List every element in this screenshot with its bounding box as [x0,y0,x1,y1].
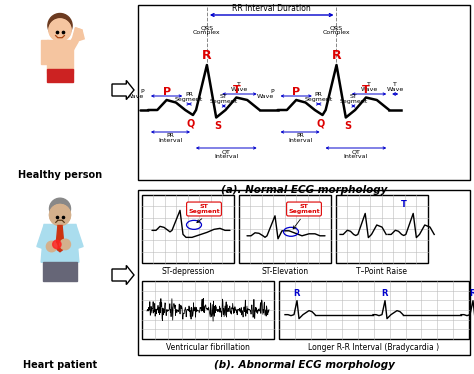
Text: R: R [382,289,388,298]
Bar [47,40,73,73]
Polygon shape [112,266,134,285]
Polygon shape [75,28,84,41]
Text: S: S [344,120,351,131]
Polygon shape [41,224,79,262]
Bar [138,190,470,355]
Circle shape [49,19,71,41]
Bar [142,195,234,263]
Circle shape [49,19,71,41]
Text: PR
Segment: PR Segment [305,92,333,102]
Text: ST
Segment: ST Segment [339,94,367,104]
Bar [336,195,428,263]
Text: T–Point Raise: T–Point Raise [356,267,408,276]
Text: T: T [362,85,370,95]
Bar [279,281,469,339]
Text: Heart patient: Heart patient [23,360,97,370]
Text: QRS
Complex: QRS Complex [193,25,221,36]
Text: RR Interval Duration: RR Interval Duration [232,4,311,13]
Polygon shape [72,28,82,40]
Text: R: R [332,49,341,62]
Text: ST
Segment: ST Segment [210,94,238,104]
Text: T
Wave: T Wave [360,82,378,92]
Circle shape [46,241,57,252]
Text: ST-Elevation: ST-Elevation [262,267,309,276]
Text: QT
Interval: QT Interval [214,149,238,159]
Polygon shape [112,80,134,99]
Bar [47,68,73,82]
Text: T: T [401,200,407,209]
Text: PR
Segment: PR Segment [175,92,203,102]
Text: R: R [470,289,474,298]
Bar [66,38,78,53]
Text: T
Wave: T Wave [231,82,248,92]
Circle shape [53,240,61,249]
Text: ST-depression: ST-depression [161,267,215,276]
Text: R: R [294,289,300,298]
Circle shape [48,13,72,38]
Text: P: P [292,87,300,97]
Text: (a). Normal ECG morphology: (a). Normal ECG morphology [221,185,387,195]
Polygon shape [37,224,49,249]
Text: T
Wave: T Wave [387,82,404,92]
Text: QRS
Complex: QRS Complex [323,25,350,36]
Circle shape [49,205,71,226]
Text: Healthy person: Healthy person [18,170,102,180]
Bar [142,281,274,339]
Text: Longer R-R Interval (Bradycardia ): Longer R-R Interval (Bradycardia ) [309,343,439,352]
Text: P
Wave: P Wave [256,89,273,99]
Bar [239,195,331,263]
Circle shape [49,198,71,219]
Text: P: P [163,87,171,97]
Text: S: S [215,120,222,131]
Text: Q: Q [317,118,325,128]
Text: (b). Abnormal ECG morphology: (b). Abnormal ECG morphology [214,360,394,370]
Bar [43,262,77,281]
Text: Ventricular fibrillation: Ventricular fibrillation [166,343,250,352]
Polygon shape [71,224,83,249]
Text: ST
Segment: ST Segment [288,203,320,214]
Text: PR
Interval: PR Interval [158,133,182,143]
Text: R: R [202,49,212,62]
Text: P
Wave: P Wave [127,89,144,99]
Polygon shape [56,226,64,252]
Circle shape [60,239,71,250]
Text: Q: Q [187,118,195,128]
Text: PR
Interval: PR Interval [288,133,312,143]
Bar [138,5,470,180]
Text: T: T [232,85,240,95]
Text: ST
Segment: ST Segment [188,203,220,214]
Bar [41,40,48,64]
Circle shape [49,205,71,226]
Text: QT
Interval: QT Interval [344,149,368,159]
